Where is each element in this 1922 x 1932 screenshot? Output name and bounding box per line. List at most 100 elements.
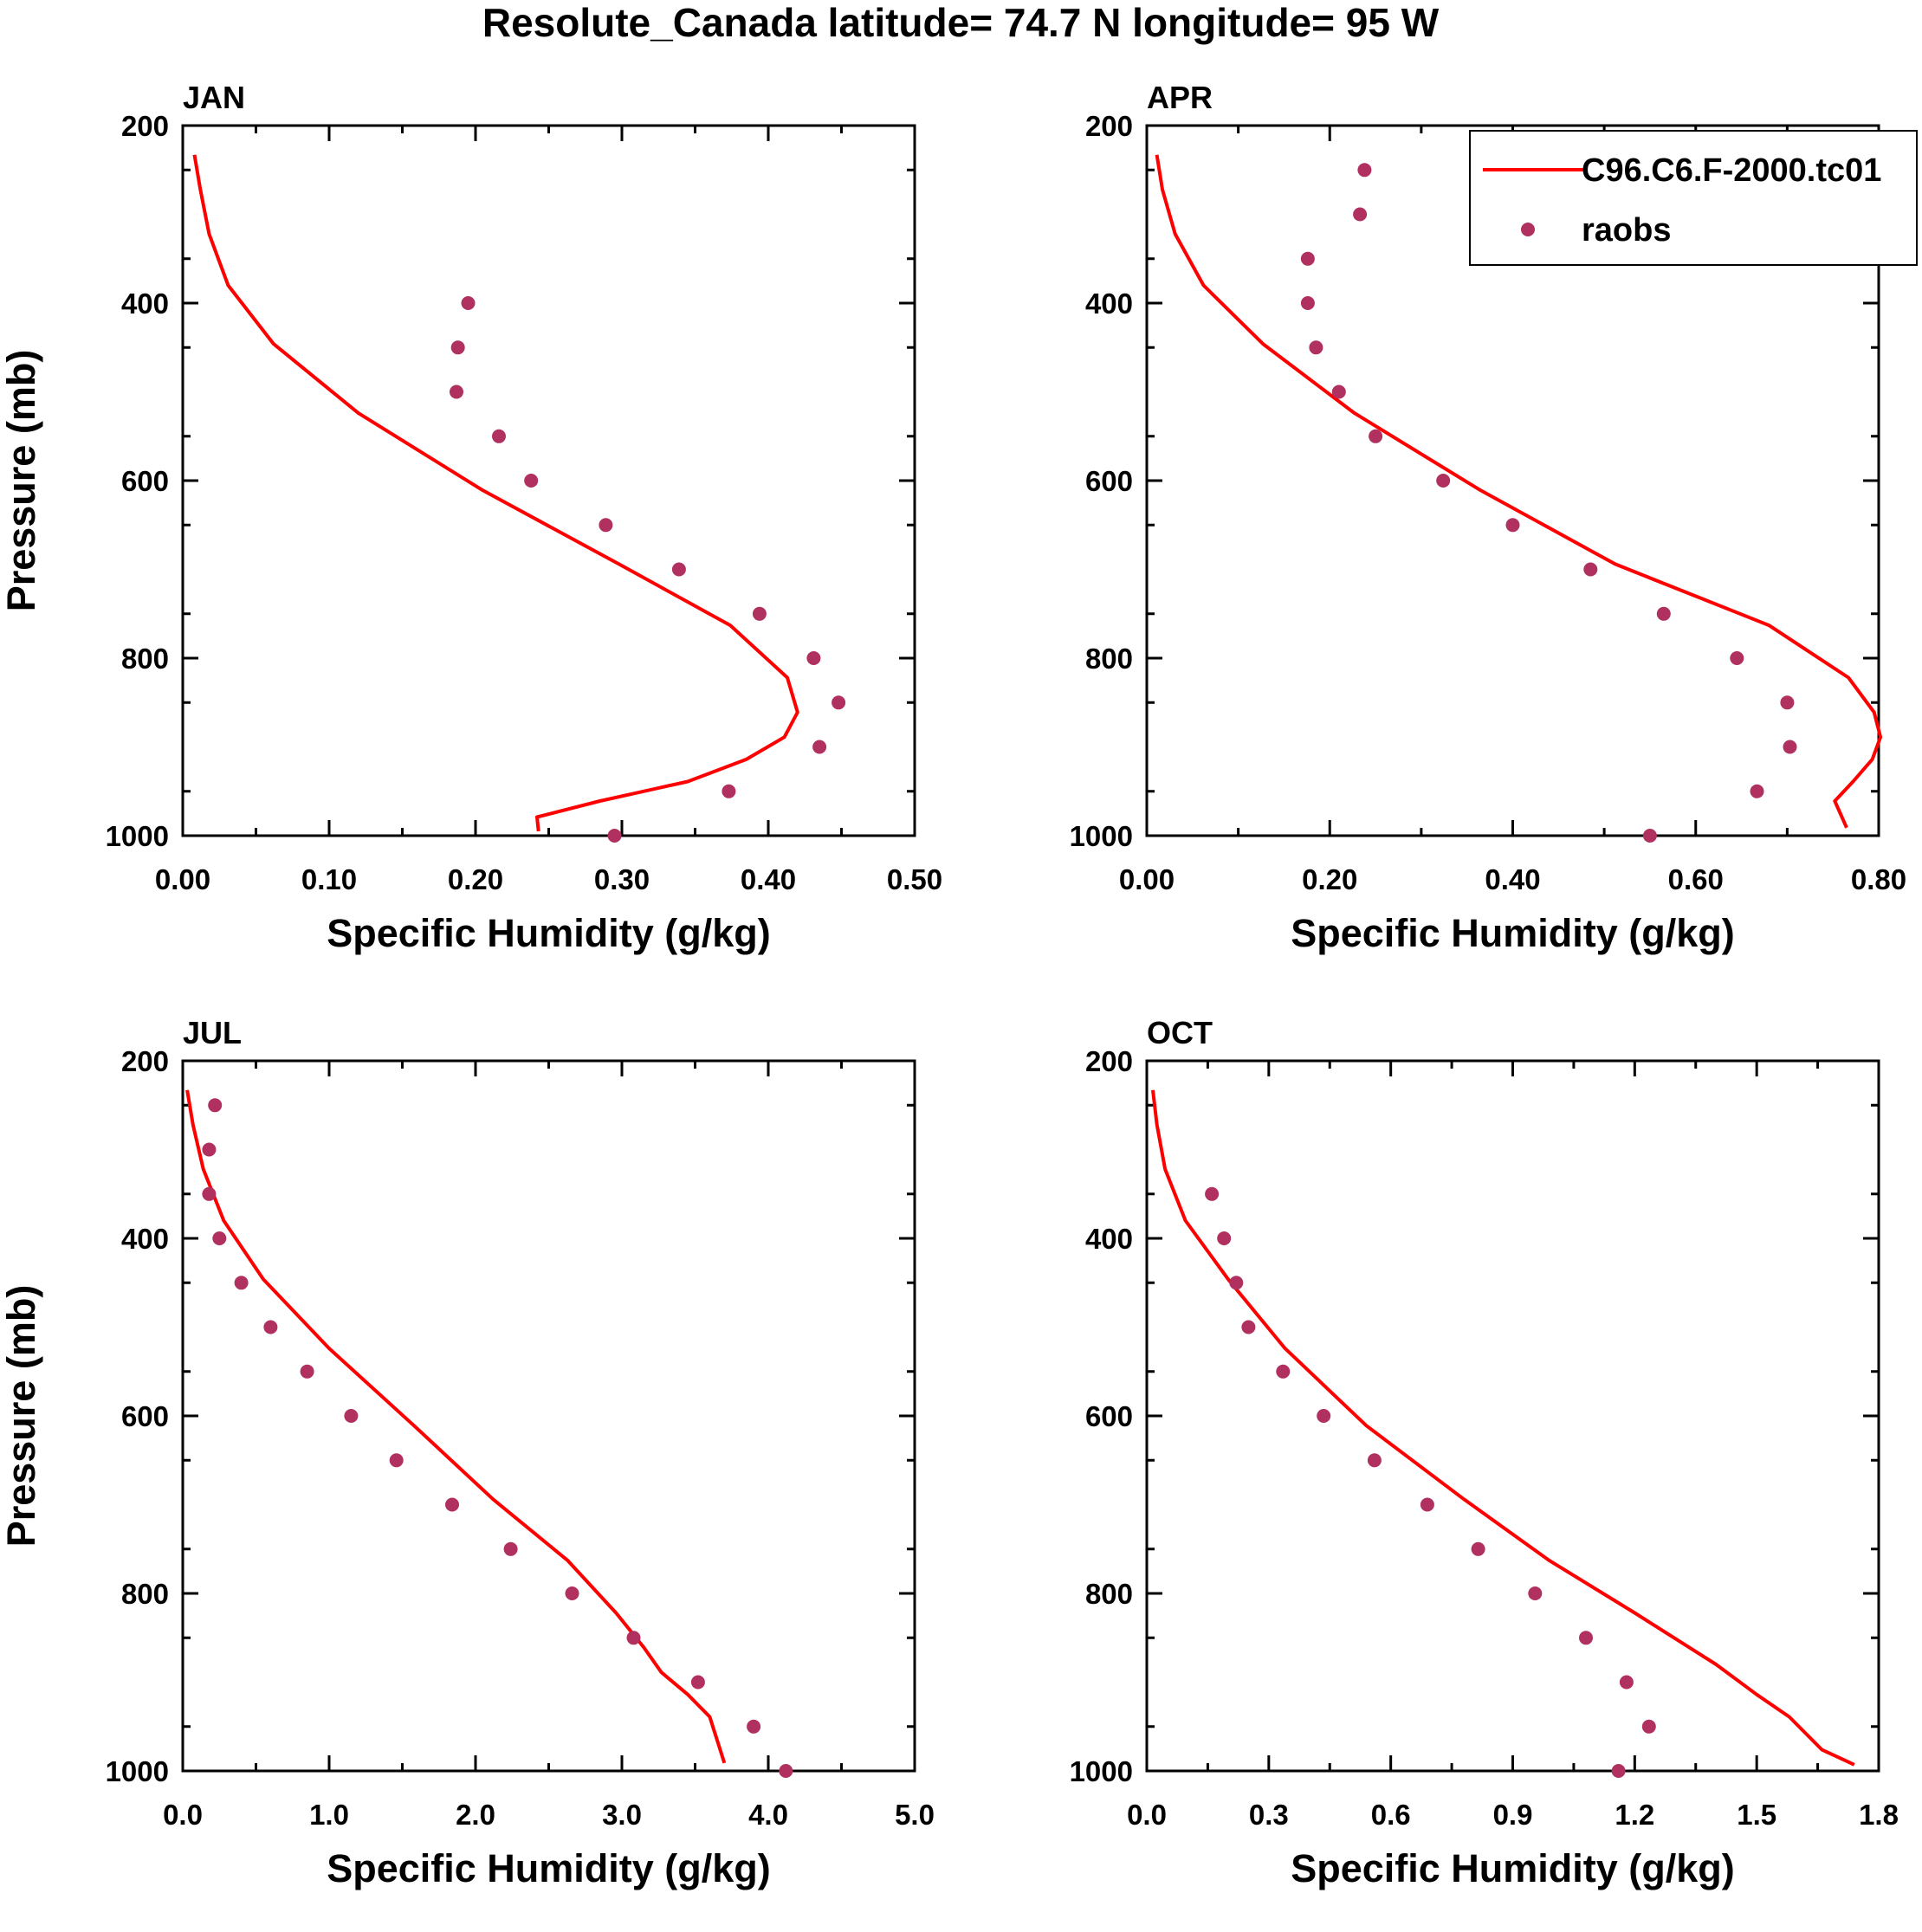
raobs-point [450, 384, 463, 399]
x-tick-label: 0.20 [448, 863, 503, 895]
raobs-point [1369, 429, 1383, 443]
raobs-point [1783, 740, 1797, 754]
raobs-point [300, 1364, 314, 1379]
x-tick-label: 0.3 [1249, 1799, 1289, 1831]
raobs-point [1367, 1453, 1382, 1468]
y-axis-label: Pressure (mb) [0, 1285, 43, 1548]
y-tick-label: 400 [1085, 288, 1133, 320]
raobs-point [1528, 1586, 1543, 1600]
raobs-point [1579, 1631, 1593, 1645]
raobs-point [1656, 606, 1671, 621]
y-tick-label: 800 [1085, 1578, 1133, 1610]
model-line [1155, 154, 1883, 829]
raobs-point [1276, 1364, 1291, 1379]
raobs-point [445, 1497, 459, 1512]
panels-container: 0.00 0.10 0.20 0.30 0.40 0.50 200 400 600 800 1000… [0, 80, 1918, 1890]
raobs-point [1353, 207, 1368, 222]
raobs-point [492, 429, 506, 443]
y-tick-label: 200 [1085, 1045, 1133, 1077]
raobs-point [450, 340, 465, 355]
raobs-point [461, 296, 476, 310]
x-tick-label: 0.6 [1371, 1799, 1411, 1831]
raobs-point [1241, 1320, 1256, 1334]
x-tick-label: 0.0 [163, 1799, 203, 1831]
raobs-point [607, 829, 622, 843]
raobs-point [671, 562, 686, 577]
y-tick-label: 1000 [106, 1755, 169, 1787]
raobs-point [202, 1186, 217, 1201]
legend-obs-label: raobs [1582, 212, 1671, 249]
raobs-point [1217, 1231, 1232, 1245]
x-tick-label: 0.9 [1493, 1799, 1533, 1831]
panel-jul: 0.0 1.0 2.0 3.0 4.0 5.0 200 400 600 800 1000 JUL Spe… [0, 1015, 935, 1890]
raobs-point [1300, 296, 1315, 310]
y-tick-label: 800 [1085, 643, 1133, 675]
raobs-point [1205, 1186, 1220, 1201]
raobs-point [1300, 251, 1315, 266]
y-tick-label: 400 [121, 1223, 169, 1255]
model-line [1151, 1089, 1855, 1767]
raobs-point [812, 740, 827, 754]
raobs-point [1611, 1764, 1626, 1778]
plot-frame [181, 1059, 916, 1773]
raobs-point [626, 1631, 641, 1645]
model-line [192, 154, 799, 832]
raobs-point [599, 518, 613, 533]
raobs-point [503, 1541, 518, 1556]
x-tick-label: 0.60 [1668, 863, 1724, 895]
raobs-point [1750, 784, 1764, 798]
panel-apr: 0.00 0.20 0.40 0.60 0.80 200 400 600 800 1000 APR S… [1070, 80, 1918, 955]
raobs-point [208, 1098, 223, 1113]
raobs-point [1317, 1409, 1331, 1423]
plot-frame [181, 124, 916, 837]
panel-title: JAN [183, 80, 245, 115]
x-tick-label: 0.50 [887, 863, 942, 895]
raobs-point [1436, 474, 1451, 488]
y-tick-label: 200 [1085, 110, 1133, 142]
raobs-point [1641, 1719, 1656, 1734]
y-tick-label: 600 [1085, 465, 1133, 497]
raobs-point [389, 1453, 404, 1468]
raobs-point [1780, 695, 1795, 710]
raobs-point [1331, 384, 1346, 399]
x-axis-label: Specific Humidity (g/kg) [327, 911, 771, 955]
panel-title: OCT [1147, 1015, 1213, 1050]
legend-obs-swatch [1521, 223, 1535, 236]
x-tick-label: 4.0 [748, 1799, 788, 1831]
x-tick-label: 0.40 [1485, 863, 1540, 895]
figure-title: Resolute_Canada latitude= 74.7 N longitu… [482, 0, 1440, 45]
y-tick-label: 1000 [1070, 820, 1133, 852]
panel-title: APR [1147, 80, 1213, 115]
raobs-point [1505, 518, 1520, 533]
y-tick-label: 200 [121, 110, 169, 142]
y-axis-label: Pressure (mb) [0, 350, 43, 612]
x-tick-label: 0.30 [594, 863, 650, 895]
panel-oct: 0.0 0.3 0.6 0.9 1.2 1.5 1.8 200 400 600 800 1000 OCT… [1070, 1015, 1899, 1890]
raobs-point [212, 1231, 227, 1245]
x-tick-label: 0.80 [1851, 863, 1906, 895]
raobs-point [1619, 1675, 1634, 1690]
raobs-point [806, 651, 821, 665]
y-tick-label: 1000 [106, 820, 169, 852]
x-tick-label: 5.0 [895, 1799, 935, 1831]
raobs-point [263, 1320, 278, 1334]
x-tick-label: 0.00 [1119, 863, 1175, 895]
raobs-point [1730, 651, 1744, 665]
raobs-point [1642, 829, 1657, 843]
raobs-point [234, 1276, 249, 1290]
x-tick-label: 0.40 [741, 863, 796, 895]
legend: C96.C6.F-2000.tc01 raobs [1469, 130, 1918, 266]
raobs-point [690, 1675, 705, 1690]
y-tick-label: 800 [121, 1578, 169, 1610]
y-tick-label: 400 [1085, 1223, 1133, 1255]
x-tick-label: 0.10 [301, 863, 357, 895]
x-tick-label: 0.0 [1127, 1799, 1167, 1831]
x-tick-label: 0.00 [155, 863, 210, 895]
panel-jan: 0.00 0.10 0.20 0.30 0.40 0.50 200 400 600 800 1000… [0, 80, 942, 955]
plot-frame [1145, 1059, 1880, 1773]
y-tick-label: 400 [121, 288, 169, 320]
legend-model-label: C96.C6.F-2000.tc01 [1582, 152, 1881, 189]
x-axis-label: Specific Humidity (g/kg) [1291, 911, 1735, 955]
raobs-point [1357, 163, 1372, 178]
